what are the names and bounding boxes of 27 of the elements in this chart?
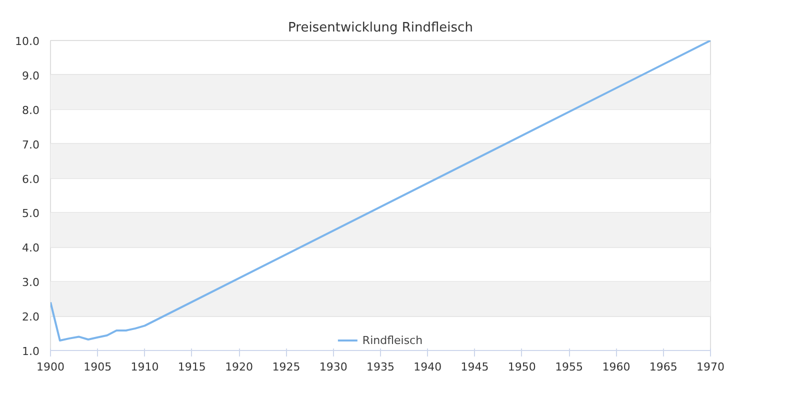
y-tick-label: 1.0	[22, 345, 40, 358]
y-tick-label: 8.0	[22, 104, 40, 117]
y-tick-label: 2.0	[22, 310, 40, 324]
legend-label: Rindfleisch	[362, 334, 423, 346]
x-tick-label: 1965	[649, 360, 678, 374]
y-tick-label: 7.0	[22, 138, 40, 152]
x-tick-label: 1905	[84, 360, 112, 374]
x-tick-label: 1915	[178, 360, 206, 374]
x-tick-label: 1910	[130, 360, 159, 374]
chart-title: Preisentwicklung Rindfleisch	[288, 20, 473, 36]
x-tick-label: 1940	[414, 360, 442, 374]
x-tick-label: 1955	[555, 360, 584, 374]
x-tick-label: 1960	[602, 360, 630, 374]
x-tick-label: 1930	[319, 360, 348, 374]
y-tick-label: 6.0	[22, 172, 40, 186]
y-tick-label: 3.0	[22, 276, 40, 290]
x-tick-label: 1970	[696, 360, 725, 374]
x-tick-label: 1925	[272, 360, 300, 374]
y-tick-label: 4.0	[22, 242, 40, 255]
y-tick-label: 9.0	[22, 69, 40, 82]
x-tick-label: 1920	[225, 360, 254, 374]
x-tick-label: 1945	[460, 360, 489, 374]
x-tick-label: 1900	[36, 360, 65, 374]
x-tick-label: 1950	[508, 360, 536, 374]
y-tick-label: 10.0	[15, 35, 40, 48]
x-tick-label: 1935	[366, 360, 395, 374]
y-tick-label: 5.0	[22, 207, 40, 220]
